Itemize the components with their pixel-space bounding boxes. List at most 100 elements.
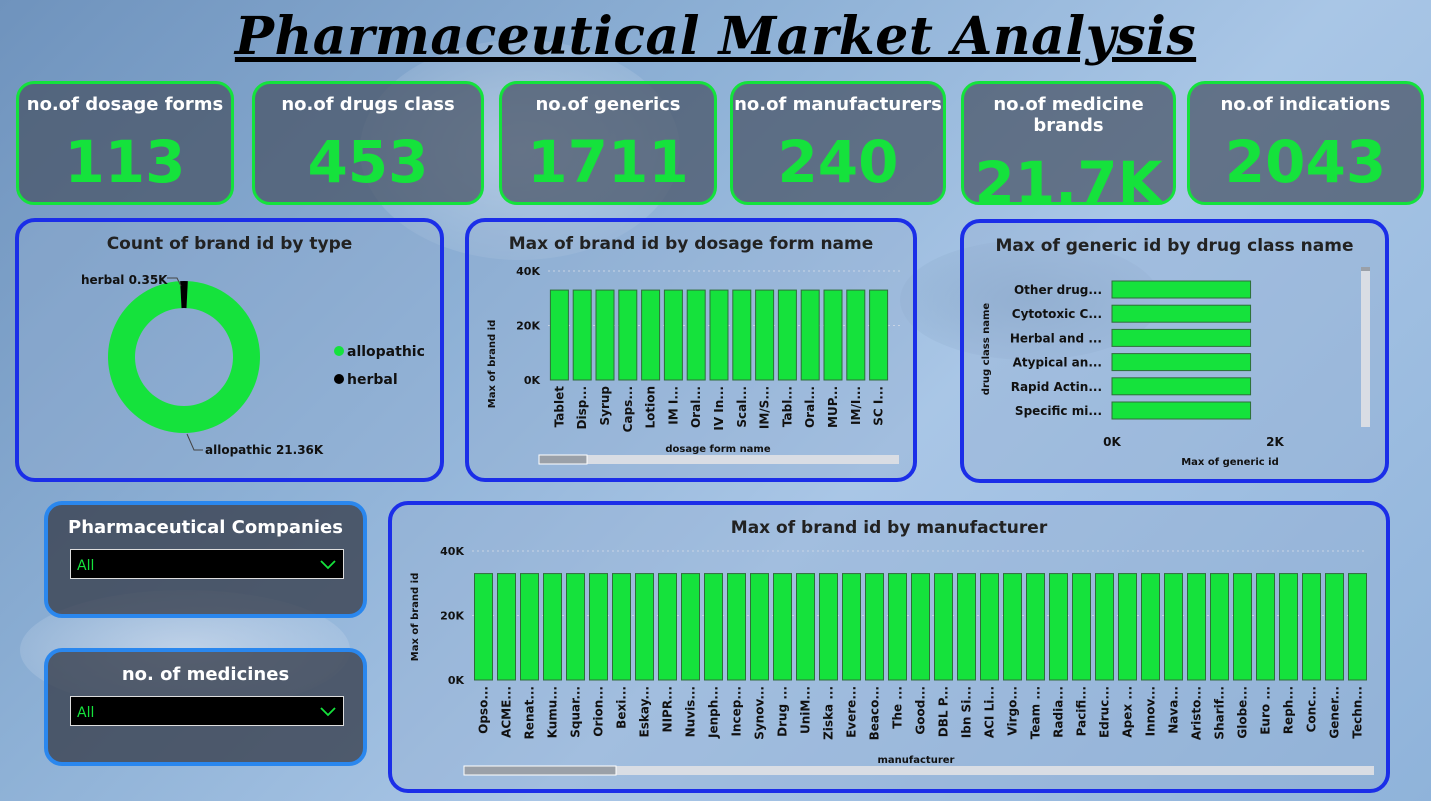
bar[interactable] <box>1026 573 1045 681</box>
bar[interactable] <box>1164 573 1183 681</box>
bar[interactable] <box>1256 573 1275 681</box>
slicer-pharmaceutical-companies[interactable]: Pharmaceutical Companies All <box>44 501 367 618</box>
bar[interactable] <box>777 289 797 381</box>
bar[interactable] <box>1111 328 1252 347</box>
manufacturer-chart-panel[interactable]: Max of brand id by manufacturer Max of b… <box>388 501 1390 793</box>
bar[interactable] <box>1049 573 1068 681</box>
bar[interactable] <box>957 573 976 681</box>
bar[interactable] <box>842 573 861 681</box>
bar[interactable] <box>612 573 631 681</box>
scrollbar-track[interactable] <box>539 455 899 464</box>
donut-slice-allopathic[interactable] <box>108 281 261 433</box>
bar[interactable] <box>641 289 661 381</box>
drug-class-chart[interactable]: drug class name Other drug... Cytotoxic C… <box>964 223 1385 479</box>
bar[interactable] <box>819 573 838 681</box>
x-tick-label: DBL P... <box>937 686 951 737</box>
bar[interactable] <box>1111 377 1252 396</box>
x-tick-label: Techn... <box>1351 686 1365 739</box>
x-tick-label: SC I... <box>872 386 886 426</box>
bar[interactable] <box>846 289 866 381</box>
bar[interactable] <box>823 289 843 381</box>
donut-chart-panel[interactable]: Count of brand id by type herbal 0.35K a… <box>15 218 444 482</box>
bar[interactable] <box>750 573 769 681</box>
bar[interactable] <box>663 289 683 381</box>
bar[interactable] <box>572 289 592 381</box>
bar[interactable] <box>1233 573 1252 681</box>
bar[interactable] <box>1111 280 1252 299</box>
bar[interactable] <box>911 573 930 681</box>
y-tick-label: 40K <box>516 265 540 278</box>
dosage-form-chart-panel[interactable]: Max of brand id by dosage form name Max … <box>465 218 917 482</box>
bar[interactable] <box>865 573 884 681</box>
bar[interactable] <box>1187 573 1206 681</box>
slicer-no-of-medicines[interactable]: no. of medicines All <box>44 648 367 766</box>
bar[interactable] <box>727 573 746 681</box>
medicines-dropdown[interactable]: All <box>70 696 344 726</box>
donut-chart[interactable]: herbal 0.35K allopathic 21.36K allopathi… <box>19 222 440 478</box>
x-tick-label: Aristo... <box>1190 686 1204 740</box>
x-tick-label: Ziska ... <box>822 686 836 740</box>
kpi-dosage-forms: no.of dosage forms 113 <box>16 81 234 205</box>
chevron-down-icon[interactable] <box>319 702 337 720</box>
bar[interactable] <box>543 573 562 681</box>
bar[interactable] <box>1210 573 1229 681</box>
bar[interactable] <box>549 289 569 381</box>
bar[interactable] <box>681 573 700 681</box>
bar[interactable] <box>1279 573 1298 681</box>
bar[interactable] <box>869 289 889 381</box>
bar[interactable] <box>980 573 999 681</box>
bar[interactable] <box>800 289 820 381</box>
bar[interactable] <box>1111 304 1252 323</box>
manufacturer-chart[interactable]: Max of brand id 40K 20K 0K Opso... ACME... Re… <box>392 505 1386 789</box>
dosage-form-chart[interactable]: Max of brand id 40K 20K 0K Tablet Disp... Syr… <box>469 222 913 478</box>
bar[interactable] <box>1111 353 1252 372</box>
bar[interactable] <box>635 573 654 681</box>
bar[interactable] <box>589 573 608 681</box>
chevron-down-icon[interactable] <box>319 555 337 573</box>
bar[interactable] <box>474 573 493 681</box>
bar[interactable] <box>796 573 815 681</box>
legend-herbal[interactable]: herbal <box>347 372 398 388</box>
bar[interactable] <box>1302 573 1321 681</box>
drug-class-chart-panel[interactable]: Max of generic id by drug class name dru… <box>960 219 1389 483</box>
scrollbar-thumb[interactable] <box>463 765 617 776</box>
bar[interactable] <box>1095 573 1114 681</box>
bar[interactable] <box>497 573 516 681</box>
scrollbar-track[interactable] <box>1361 267 1370 427</box>
bar[interactable] <box>1348 573 1367 681</box>
dropdown-value: All <box>77 705 95 721</box>
x-tick-label: Jenph... <box>707 686 721 739</box>
x-tick-label: UniM... <box>799 686 813 734</box>
bar[interactable] <box>709 289 729 381</box>
donut-slice-herbal[interactable] <box>180 281 188 309</box>
bar[interactable] <box>566 573 585 681</box>
bar[interactable] <box>1003 573 1022 681</box>
bar[interactable] <box>520 573 539 681</box>
scrollbar-track[interactable] <box>464 766 1374 775</box>
bar[interactable] <box>704 573 723 681</box>
x-tick-label: Sharif... <box>1213 686 1227 740</box>
bar[interactable] <box>1141 573 1160 681</box>
x-tick-label: Orion... <box>592 686 606 737</box>
bar[interactable] <box>934 573 953 681</box>
bar[interactable] <box>618 289 638 381</box>
bar[interactable] <box>755 289 775 381</box>
bar[interactable] <box>732 289 752 381</box>
kpi-value: 240 <box>777 128 899 196</box>
bar[interactable] <box>1072 573 1091 681</box>
bar[interactable] <box>1118 573 1137 681</box>
bar[interactable] <box>686 289 706 381</box>
bar[interactable] <box>1111 401 1252 420</box>
scrollbar-thumb[interactable] <box>1361 267 1370 271</box>
legend-allopathic[interactable]: allopathic <box>347 344 425 360</box>
bar[interactable] <box>1325 573 1344 681</box>
x-tick-label: Kumu... <box>546 686 560 738</box>
bar[interactable] <box>658 573 677 681</box>
legend-herbal-marker <box>334 374 344 384</box>
scrollbar-thumb[interactable] <box>538 454 588 465</box>
bar[interactable] <box>888 573 907 681</box>
bar[interactable] <box>595 289 615 381</box>
x-tick-label: Eskay... <box>638 686 652 737</box>
companies-dropdown[interactable]: All <box>70 549 344 579</box>
bar[interactable] <box>773 573 792 681</box>
